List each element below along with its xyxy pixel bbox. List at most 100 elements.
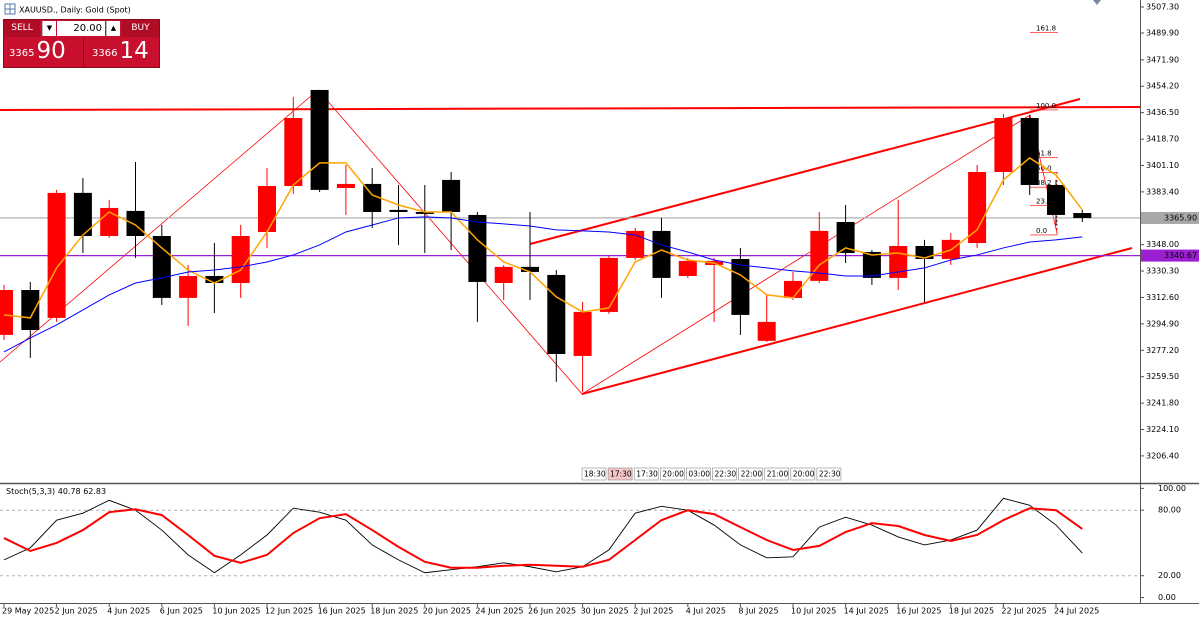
time-box	[659, 467, 685, 481]
x-tick-label: 14 Jul 2025	[844, 607, 889, 616]
candle-body	[468, 214, 487, 282]
x-tick-label: 30 Jun 2025	[581, 607, 629, 616]
candle-body	[0, 290, 13, 335]
candle-body	[258, 186, 276, 232]
time-label: 21:00	[767, 470, 789, 479]
candle-body	[284, 118, 303, 187]
time-label: 22:30	[715, 470, 737, 479]
panel-divider	[83, 38, 84, 67]
volume-down[interactable]: ▼	[42, 21, 56, 36]
fibo-label: 0.0	[1036, 227, 1047, 235]
candle-body	[573, 311, 592, 356]
price-label: 3340.67	[1164, 251, 1197, 260]
candle-body	[21, 290, 40, 330]
x-tick-label: 6 Jun 2025	[160, 607, 203, 616]
y-tick-label: 3206.40	[1146, 451, 1179, 460]
candle-body	[915, 245, 934, 259]
y-tick-label: 3401.10	[1146, 161, 1179, 170]
x-tick-label: 24 Jun 2025	[475, 607, 523, 616]
x-tick-label: 22 Jul 2025	[1001, 607, 1046, 616]
candle-body	[1073, 213, 1092, 218]
candle-body	[547, 274, 566, 355]
candle-body	[415, 211, 434, 214]
candle-body	[363, 183, 382, 212]
candle-body	[652, 230, 671, 278]
candle-body	[599, 257, 618, 312]
candle-body	[179, 275, 198, 298]
fibo-label: 38.2	[1036, 179, 1052, 187]
time-label: 20:00	[662, 470, 684, 479]
time-label: 17:30	[610, 470, 632, 479]
y-tick-label: 20.00	[1158, 571, 1181, 580]
time-label: 17:30	[636, 470, 658, 479]
candle-body	[810, 230, 829, 281]
candle-body	[310, 89, 329, 190]
x-tick-label: 29 May 2025	[2, 607, 54, 616]
time-box	[738, 467, 763, 481]
price-label: 3365.90	[1164, 213, 1197, 222]
x-tick-label: 4 Jul 2025	[686, 607, 726, 616]
volume-up[interactable]: ▲	[106, 21, 120, 36]
candle-body	[521, 266, 539, 272]
candle-body	[994, 118, 1013, 173]
candle-body	[784, 280, 802, 298]
stoch-line	[3, 497, 1083, 574]
candle-body	[757, 321, 776, 341]
y-tick-label: 3241.80	[1146, 399, 1179, 408]
y-tick-label: 100.00	[1158, 484, 1186, 493]
moving-average	[3, 157, 1083, 319]
x-tick-label: 26 Jun 2025	[528, 607, 576, 616]
volume-input[interactable]: 20.00	[57, 21, 105, 36]
time-box	[581, 467, 607, 481]
fibo-label: 23.6	[1036, 197, 1052, 205]
candle-body	[626, 230, 645, 258]
time-label: 03:00	[688, 470, 710, 479]
time-box	[764, 467, 790, 481]
x-tick-label: 8 Jul 2025	[738, 607, 778, 616]
time-box	[686, 467, 711, 481]
candle-body	[678, 260, 697, 276]
time-box	[607, 467, 633, 481]
indicator-reading: 40.78	[58, 487, 81, 496]
time-box	[633, 467, 659, 481]
y-tick-label: 3348.00	[1146, 240, 1179, 249]
bid-big: 3365	[9, 48, 35, 59]
time-label: 22:00	[741, 470, 763, 479]
y-tick-label: 3259.50	[1146, 372, 1179, 381]
x-tick-label: 4 Jun 2025	[107, 607, 150, 616]
sell-button[interactable]: SELL	[4, 20, 40, 37]
x-tick-label: 24 Jul 2025	[1054, 607, 1099, 616]
time-label: 20:00	[793, 470, 815, 479]
y-tick-label: 3277.20	[1146, 346, 1179, 355]
channel-lower	[581, 247, 1133, 395]
time-box	[816, 467, 842, 481]
y-tick-label: 3454.20	[1146, 82, 1179, 91]
fibo-label: 61.8	[1036, 150, 1052, 158]
buy-button[interactable]: BUY	[122, 20, 159, 37]
y-tick-label: 3224.10	[1146, 425, 1179, 434]
x-tick-label: 16 Jul 2025	[896, 607, 941, 616]
indicator-name: Stoch(5,3,3)	[6, 487, 55, 496]
ask-price[interactable]: 336614	[92, 38, 149, 67]
candle-body	[47, 192, 66, 318]
indicator-title: Stoch(5,3,3) 40.78 62.83	[6, 487, 106, 496]
candle-body	[1020, 118, 1039, 185]
shift-marker	[1093, 0, 1101, 5]
x-tick-label: 12 Jun 2025	[265, 607, 313, 616]
price-label-box	[1141, 249, 1199, 262]
indicator-reading: 62.83	[83, 487, 106, 496]
x-tick-label: 18 Jun 2025	[370, 607, 418, 616]
fibo-label: 50.0	[1036, 164, 1052, 172]
x-tick-label: 20 Jun 2025	[423, 607, 471, 616]
time-box	[712, 467, 737, 481]
price-label-box	[1141, 211, 1199, 224]
bid-small: 90	[36, 38, 66, 64]
bid-price[interactable]: 336590	[9, 38, 66, 67]
candle-body	[152, 236, 171, 298]
candle-body	[862, 251, 881, 278]
stoch-line	[3, 507, 1083, 569]
y-tick-label: 3489.90	[1146, 28, 1179, 37]
